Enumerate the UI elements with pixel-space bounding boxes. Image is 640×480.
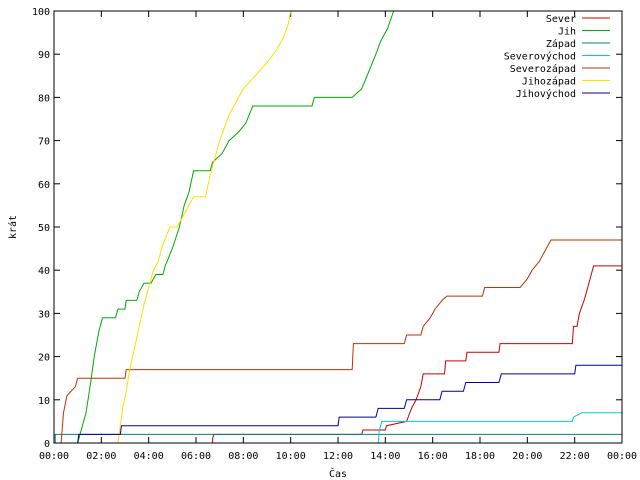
legend-label: Západ <box>546 38 576 50</box>
x-tick-label: 10:00 <box>276 451 306 462</box>
x-tick-label: 14:00 <box>370 451 400 462</box>
legend-label: Jihovýchod <box>516 88 576 100</box>
series-lines <box>54 10 622 444</box>
y-tick-label: 60 <box>38 180 50 191</box>
y-tick-label: 0 <box>44 439 50 450</box>
y-axis-title: krát <box>7 215 19 239</box>
series-line-6 <box>54 10 292 444</box>
series-line-5 <box>54 239 622 444</box>
x-tick-label: 20:00 <box>512 451 542 462</box>
legend-label: Severovýchod <box>504 51 576 63</box>
x-tick-label: 16:00 <box>418 451 448 462</box>
series-line-4 <box>54 412 622 444</box>
y-tick-label: 100 <box>32 7 50 18</box>
x-tick-label: 18:00 <box>465 451 495 462</box>
legend-label: Sever <box>546 14 576 25</box>
y-tick-label: 50 <box>38 223 50 234</box>
y-tick-label: 10 <box>38 396 50 407</box>
legend: SeverJihZápadSeverovýchodSeverozápadJiho… <box>504 14 610 100</box>
legend-label: Jih <box>558 27 576 38</box>
x-tick-label: 00:00 <box>607 451 637 462</box>
y-tick-label: 90 <box>38 50 50 61</box>
x-tick-label: 06:00 <box>181 451 211 462</box>
y-tick-label: 20 <box>38 353 50 364</box>
x-tick-label: 12:00 <box>323 451 353 462</box>
x-tick-label: 04:00 <box>134 451 164 462</box>
y-tick-label: 40 <box>38 266 50 277</box>
y-tick-label: 30 <box>38 309 50 320</box>
x-tick-label: 08:00 <box>228 451 258 462</box>
x-axis-title: Čas <box>329 467 347 480</box>
series-line-1 <box>54 265 622 444</box>
x-tick-label: 22:00 <box>560 451 590 462</box>
plot-frame <box>53 10 623 444</box>
tick-labels: 00:00 02:00 04:00 06:00 08:00 10:00 12:00 14:00… <box>32 7 637 462</box>
x-tick-label: 02:00 <box>86 451 116 462</box>
y-tick-label: 80 <box>38 93 50 104</box>
x-tick-label: 00:00 <box>39 451 69 462</box>
legend-label: Severozápad <box>510 63 576 75</box>
legend-label: Jihozápad <box>522 76 576 88</box>
series-line-7 <box>54 364 622 444</box>
series-line-2 <box>54 10 395 444</box>
y-tick-label: 70 <box>38 137 50 148</box>
